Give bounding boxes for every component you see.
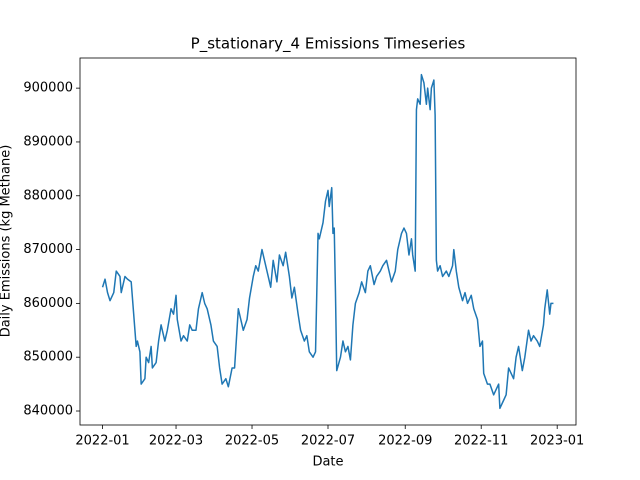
x-tick-label: 2022-07: [301, 434, 355, 449]
x-tick-label: 2022-09: [378, 434, 432, 449]
x-tick-label: 2022-03: [149, 434, 203, 449]
y-tick-label: 890000: [23, 134, 73, 149]
y-tick-label: 880000: [23, 188, 73, 203]
y-axis-label: Daily Emissions (kg Methane): [0, 145, 14, 338]
y-tick-label: 900000: [23, 81, 73, 96]
y-tick-label: 860000: [23, 296, 73, 311]
y-tick-label: 850000: [23, 350, 73, 365]
x-tick-label: 2023-01: [530, 434, 584, 449]
x-tick-label: 2022-01: [75, 434, 129, 449]
chart-title: P_stationary_4 Emissions Timeseries: [191, 35, 466, 54]
data-line: [101, 73, 554, 410]
plot-frame: [79, 57, 577, 426]
x-tick-label: 2022-11: [454, 434, 508, 449]
y-tick-label: 870000: [23, 242, 73, 257]
x-tick-label: 2022-05: [225, 434, 279, 449]
y-tick-label: 840000: [23, 404, 73, 419]
x-axis-label: Date: [312, 455, 343, 470]
